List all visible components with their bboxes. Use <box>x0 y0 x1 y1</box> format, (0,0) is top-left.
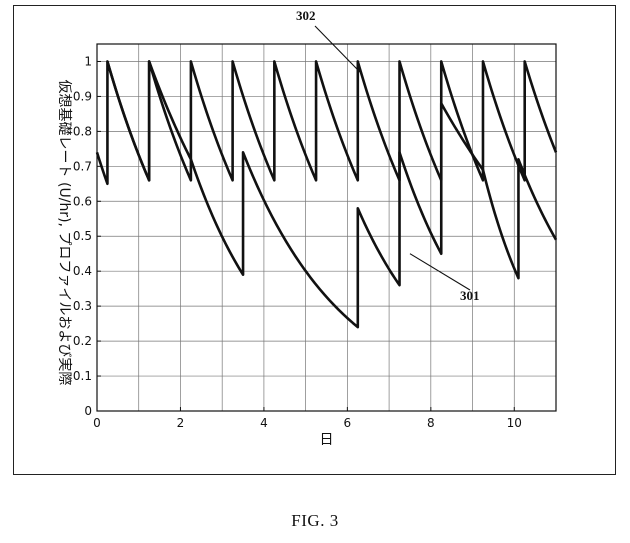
y-tick-label: 0.7 <box>73 159 92 173</box>
y-axis-label: 仮想基礎レート (U/hr), プロファイルおよび実際 <box>56 80 73 386</box>
x-tick-label: 10 <box>507 416 522 430</box>
y-tick-label: 0.8 <box>73 124 92 138</box>
y-tick-label: 0.1 <box>73 369 92 383</box>
y-tick-label: 0.5 <box>73 229 92 243</box>
tick-labels: 0 2 4 6 8 10 0 0.1 0.2 0.3 0.4 0.5 0.6 0.7 0.8 0.9 1 <box>73 54 522 430</box>
annotations: 302 301 <box>296 8 480 303</box>
annotation-leader-302 <box>315 26 360 72</box>
figure-caption: FIG. 3 <box>0 511 630 531</box>
annotation-label-302: 302 <box>296 8 316 23</box>
x-tick-label: 8 <box>427 416 435 430</box>
annotation-leader-301 <box>410 254 470 290</box>
series-line-302 <box>107 61 556 180</box>
y-tick-label: 0.4 <box>73 264 92 278</box>
x-tick-label: 4 <box>260 416 268 430</box>
x-axis-label: 日 <box>320 432 334 448</box>
x-tick-label: 2 <box>177 416 185 430</box>
y-tick-label: 0.3 <box>73 299 92 313</box>
y-tick-label: 0.9 <box>73 89 92 103</box>
annotation-label-301: 301 <box>460 288 480 303</box>
y-tick-label: 0 <box>84 404 92 418</box>
y-tick-label: 0.6 <box>73 194 92 208</box>
y-tick-label: 0.2 <box>73 334 92 348</box>
x-tick-label: 0 <box>93 416 101 430</box>
x-tick-label: 6 <box>344 416 352 430</box>
y-tick-label: 1 <box>84 54 92 68</box>
series-layer <box>97 61 556 327</box>
series-line-301 <box>97 61 556 327</box>
